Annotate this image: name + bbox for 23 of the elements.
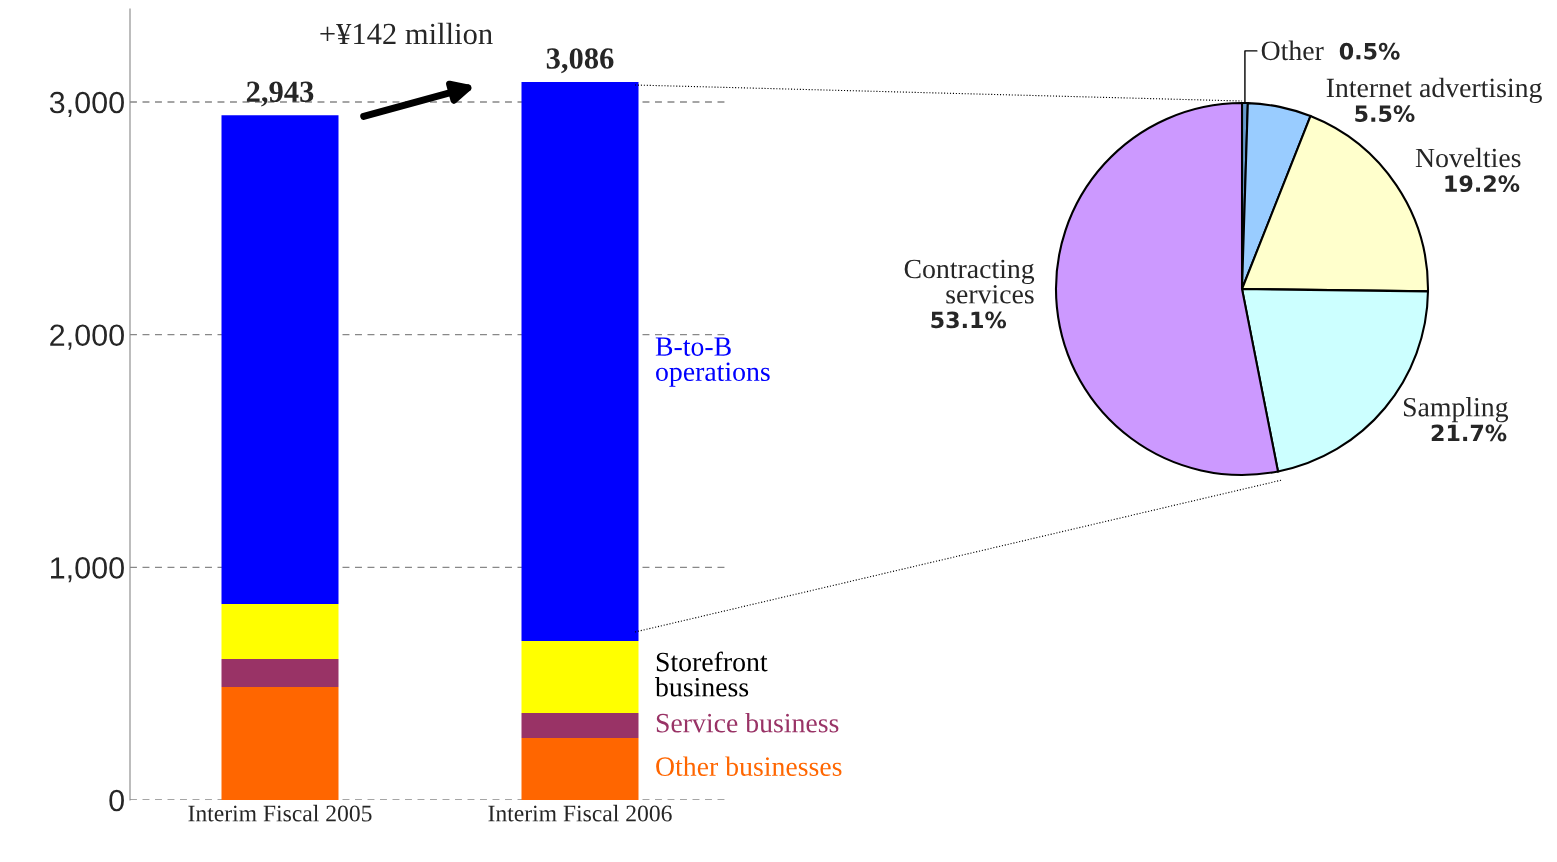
total-label: 3,086 (546, 48, 614, 74)
series-label: Other businesses (656, 756, 842, 777)
data-label: 53.1% (931, 311, 1007, 329)
y-tick-label: 3,000 (49, 91, 124, 117)
series-label: Service business (656, 712, 839, 733)
total-label: 2,943 (246, 81, 314, 107)
slice-label: Contracting services (904, 259, 1035, 304)
x-tick-label: Interim Fiscal 2006 (488, 804, 672, 822)
x-tick-label: Interim Fiscal 2005 (188, 804, 372, 822)
slice-label: Novelties (1415, 147, 1521, 168)
slice-label: Other (1261, 40, 1324, 61)
slice-label: Internet advertising (1326, 77, 1542, 103)
data-label: 21.7% (1431, 424, 1507, 442)
annotation: +¥142 million (320, 22, 493, 45)
series-label: B-to-B operations (655, 337, 770, 387)
y-tick-label: 2,000 (50, 324, 124, 350)
series-label: Storefront business (655, 651, 768, 697)
data-label: 5.5% (1355, 105, 1415, 123)
data-label: 19.2% (1445, 175, 1520, 193)
slice-label: Sampling (1403, 397, 1509, 423)
y-tick-label: 0 (109, 789, 124, 812)
data-label: 0.5% (1339, 42, 1400, 60)
y-tick-label: 1,000 (51, 557, 124, 583)
